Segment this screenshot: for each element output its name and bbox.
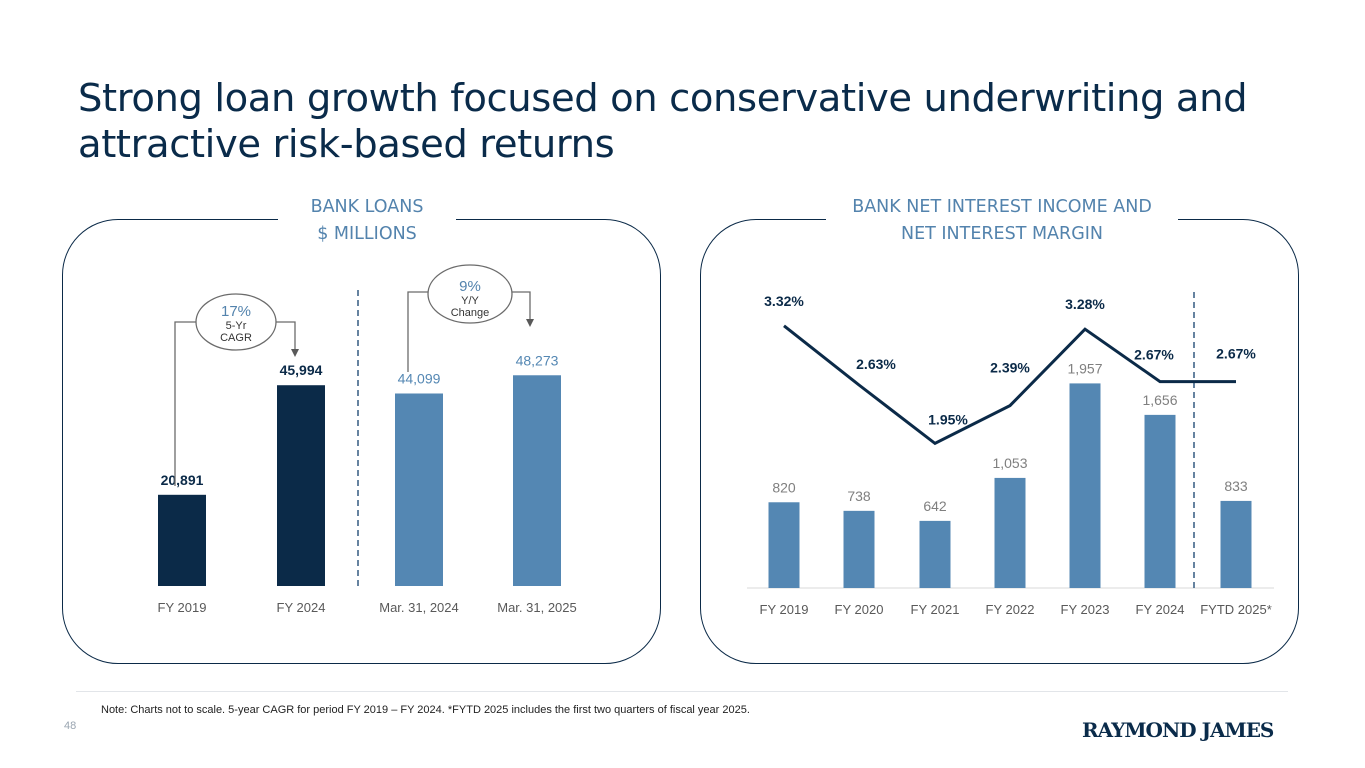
net-interest-chart: 820 FY 2019 738 FY 2020 642 FY 2021 1,053 FY 20… [747,292,1274,617]
yoy-ellipse [427,264,513,324]
nii-category-label: FY 2019 [760,602,809,617]
cagr-ellipse [195,293,277,351]
loan-value-label: 44,099 [398,370,441,386]
nii-value-label: 642 [923,498,947,514]
nii-value-label: 1,656 [1142,392,1177,408]
yoy-callout: 9% Y/Y Change [407,264,530,372]
nim-value-label: 1.95% [928,411,968,427]
cagr-connector [174,321,295,486]
net-interest-heading-line-2: NET INTEREST MARGIN [900,224,1104,244]
page-title: Strong loan growth focused on conservati… [78,76,1298,168]
nii-category-label: FY 2021 [911,602,960,617]
nii-bar [994,477,1026,588]
cagr-line-2: CAGR [220,332,252,344]
page-title-line-1: Strong loan growth focused on conservati… [78,76,1248,121]
loan-category-label: FY 2024 [277,600,326,615]
page-title-line-2: attractive risk-based returns [78,122,615,167]
cagr-value: 17% [221,303,251,320]
loan-bar [158,494,206,586]
nii-bar [843,510,875,588]
loan-category-label: Mar. 31, 2024 [379,600,459,615]
nim-value-label: 3.32% [764,293,804,309]
bank-loans-heading-line-1: BANK LOANS [310,197,424,217]
nii-value-label: 1,053 [992,455,1027,471]
yoy-value: 9% [459,278,481,295]
nii-value-label: 833 [1224,478,1248,494]
nii-category-label: FY 2023 [1061,602,1110,617]
nii-category-label: FY 2022 [986,602,1035,617]
bank-loans-heading: BANK LOANS $ MILLIONS [278,194,456,248]
net-interest-heading-line-1: BANK NET INTEREST INCOME AND [852,197,1152,217]
page-number: 48 [64,720,77,732]
nim-value-label: 2.67% [1216,346,1256,362]
loan-value-label: 45,994 [280,362,323,378]
nii-bar [1069,383,1101,588]
nii-bar [1220,500,1252,588]
yoy-connector [407,291,530,372]
nii-value-label: 1,957 [1067,360,1102,376]
nii-bar [768,502,800,588]
nii-category-label: FYTD 2025* [1200,602,1272,617]
raymond-james-logo: RAYMOND JAMES [1082,718,1274,742]
nii-category-label: FY 2020 [835,602,884,617]
loan-category-label: FY 2019 [158,600,207,615]
nim-line [783,324,1236,446]
bank-loans-chart: 20,891 FY 2019 45,994 FY 2024 44,099 Mar. 31,… [158,290,577,615]
loan-bar [395,393,443,586]
loan-category-label: Mar. 31, 2025 [497,600,577,615]
nim-value-label: 2.39% [990,360,1030,376]
nim-value-label: 3.28% [1065,296,1105,312]
footnote: Note: Charts not to scale. 5-year CAGR f… [101,704,750,716]
loan-bar [277,385,325,586]
loan-value-label: 48,273 [516,352,559,368]
bank-loans-heading-line-2: $ MILLIONS [317,224,417,244]
cagr-callout: 17% 5-Yr CAGR [174,293,295,486]
nii-category-label: FY 2024 [1136,602,1185,617]
yoy-line-1: Y/Y [461,295,479,307]
net-interest-heading: BANK NET INTEREST INCOME AND NET INTERES… [826,194,1178,248]
loan-value-label: 20,891 [161,472,204,488]
nii-value-label: 738 [847,488,871,504]
footer-rule [76,691,1288,692]
nii-value-label: 820 [772,479,796,495]
nii-bar [1144,414,1176,588]
loan-bar [513,375,561,586]
nii-bar [919,520,951,588]
nim-value-label: 2.67% [1134,347,1174,363]
nim-value-label: 2.63% [856,356,896,372]
yoy-line-2: Change [451,307,490,319]
cagr-line-1: 5-Yr [226,320,247,332]
